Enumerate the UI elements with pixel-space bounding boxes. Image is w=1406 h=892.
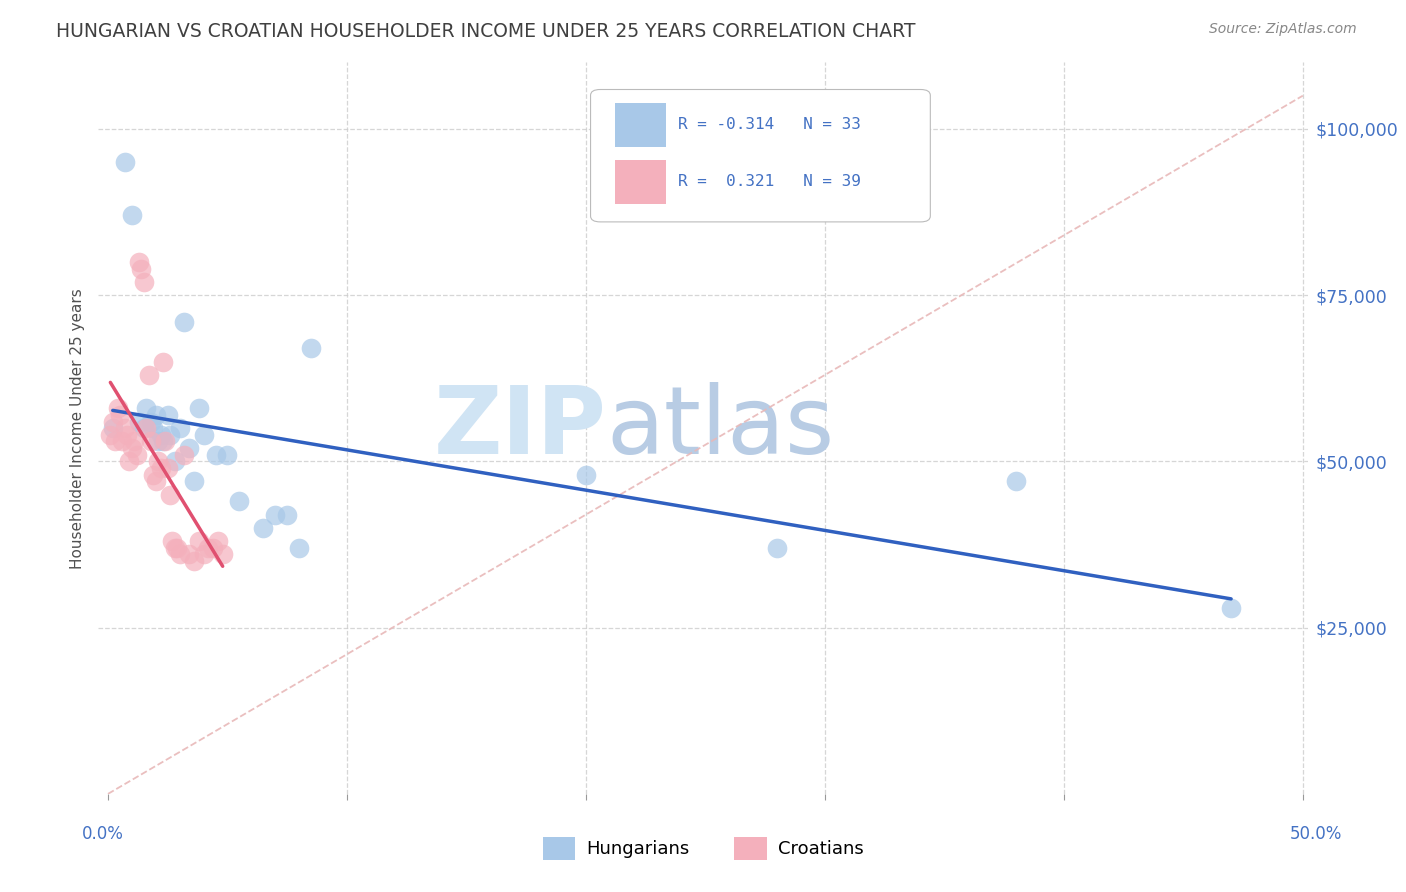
Point [145, 408, 167, 422]
Point [193, 427, 215, 442]
FancyBboxPatch shape [591, 89, 931, 222]
Point [139, 415, 162, 429]
Point [155, 434, 177, 449]
Point [156, 408, 179, 422]
Point [166, 541, 188, 555]
Text: HUNGARIAN VS CROATIAN HOUSEHOLDER INCOME UNDER 25 YEARS CORRELATION CHART: HUNGARIAN VS CROATIAN HOUSEHOLDER INCOME… [56, 22, 915, 41]
Point [114, 155, 136, 169]
Point [766, 541, 789, 555]
Point [135, 401, 157, 416]
Point [104, 434, 127, 449]
Point [146, 454, 169, 468]
Text: 50.0%: 50.0% [1289, 825, 1343, 843]
Point [128, 255, 150, 269]
Text: Source: ZipAtlas.com: Source: ZipAtlas.com [1209, 22, 1357, 37]
Point [146, 434, 169, 449]
Text: R =  0.321   N = 39: R = 0.321 N = 39 [678, 174, 860, 189]
Point [288, 541, 311, 555]
Text: R = -0.314   N = 33: R = -0.314 N = 33 [678, 117, 860, 132]
Point [264, 508, 287, 522]
Point [149, 427, 172, 442]
Point [159, 488, 181, 502]
Point [108, 408, 131, 422]
Point [228, 494, 250, 508]
Text: ZIP: ZIP [433, 382, 606, 475]
Point [1005, 475, 1028, 489]
Point [139, 434, 162, 449]
Point [179, 441, 201, 455]
Text: atlas: atlas [606, 382, 835, 475]
Point [159, 427, 181, 442]
Point [145, 475, 167, 489]
Point [142, 421, 165, 435]
Point [111, 434, 134, 449]
Point [149, 461, 172, 475]
Point [252, 521, 274, 535]
Point [114, 421, 136, 435]
Point [169, 548, 191, 562]
Point [152, 354, 174, 368]
Point [152, 434, 174, 449]
Point [173, 315, 195, 329]
Point [122, 434, 145, 449]
Point [156, 461, 179, 475]
Y-axis label: Householder Income Under 25 years: Householder Income Under 25 years [69, 288, 84, 568]
Point [138, 368, 160, 382]
Point [121, 441, 143, 455]
Point [169, 421, 191, 435]
Point [135, 421, 157, 435]
Point [118, 454, 141, 468]
Point [107, 401, 129, 416]
Point [115, 427, 138, 442]
Point [121, 208, 143, 222]
Point [204, 448, 226, 462]
Point [276, 508, 298, 522]
Point [202, 541, 225, 555]
Point [179, 548, 201, 562]
Point [575, 467, 598, 482]
Point [163, 454, 186, 468]
Point [101, 421, 124, 435]
Point [187, 401, 209, 416]
Bar [614, 160, 665, 203]
Point [211, 548, 233, 562]
Bar [614, 103, 665, 146]
Point [163, 541, 186, 555]
Point [207, 534, 229, 549]
Point [183, 475, 205, 489]
Point [125, 448, 148, 462]
Point [162, 534, 184, 549]
Point [132, 275, 155, 289]
Point [142, 467, 165, 482]
Point [183, 554, 205, 568]
Point [173, 448, 195, 462]
Point [299, 342, 322, 356]
Point [132, 421, 155, 435]
Point [187, 534, 209, 549]
Text: 0.0%: 0.0% [82, 825, 124, 843]
Point [193, 548, 215, 562]
Point [197, 541, 219, 555]
Legend: Hungarians, Croatians: Hungarians, Croatians [533, 828, 873, 869]
Point [1220, 600, 1243, 615]
Point [131, 261, 153, 276]
Point [217, 448, 239, 462]
Point [98, 427, 121, 442]
Point [128, 415, 150, 429]
Point [101, 415, 124, 429]
